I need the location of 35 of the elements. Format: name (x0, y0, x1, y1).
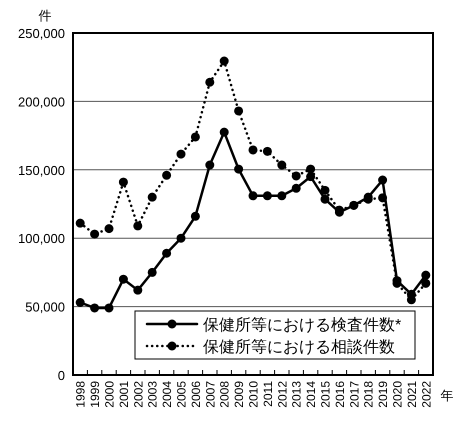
x-tick-label: 2012 (275, 380, 290, 408)
y-tick-label: 100,000 (18, 231, 65, 246)
legend-label: 保健所等における検査件数* (203, 316, 402, 334)
x-axis-title: 年 (440, 388, 454, 403)
x-tick-label: 1999 (88, 380, 102, 408)
x-tick-label: 2007 (203, 380, 218, 408)
x-tick-label: 2009 (232, 380, 246, 408)
x-tick-label: 2000 (102, 380, 116, 408)
x-tick-label: 2019 (376, 380, 390, 408)
y-tick-label: 50,000 (25, 300, 65, 315)
x-tick-label: 2008 (218, 380, 232, 408)
y-tick-label: 0 (58, 368, 65, 383)
x-tick-label: 2005 (174, 380, 188, 408)
y-tick-label: 250,000 (18, 26, 65, 41)
x-tick-label: 2015 (318, 380, 332, 408)
x-tick-label: 2004 (160, 380, 174, 408)
x-tick-label: 2021 (404, 380, 419, 408)
x-tick-label: 2001 (116, 380, 131, 408)
x-tick-label: 2018 (362, 380, 376, 408)
y-tick-label: 200,000 (18, 94, 65, 110)
x-tick-label: 2014 (304, 380, 318, 408)
x-tick-label: 2006 (188, 380, 203, 408)
x-tick-label: 2016 (332, 380, 347, 408)
x-tick-label: 2022 (419, 380, 434, 408)
x-tick-label: 2013 (290, 380, 304, 408)
x-tick-label: 2017 (347, 380, 362, 408)
y-axis-title: 件 (38, 8, 52, 23)
y-tick-label: 150,000 (18, 162, 65, 178)
x-tick-label: 2020 (390, 380, 404, 408)
x-tick-label: 2002 (131, 380, 146, 408)
x-tick-label: 2011 (260, 380, 275, 407)
x-tick-label: 2003 (146, 380, 160, 408)
x-tick-label: 1998 (74, 380, 88, 408)
x-tick-label: 2010 (246, 380, 260, 408)
legend-label: 保健所等における相談件数 (203, 338, 395, 356)
